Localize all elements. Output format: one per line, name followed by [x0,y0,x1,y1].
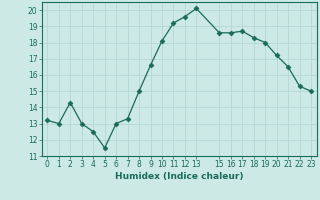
X-axis label: Humidex (Indice chaleur): Humidex (Indice chaleur) [115,172,244,181]
